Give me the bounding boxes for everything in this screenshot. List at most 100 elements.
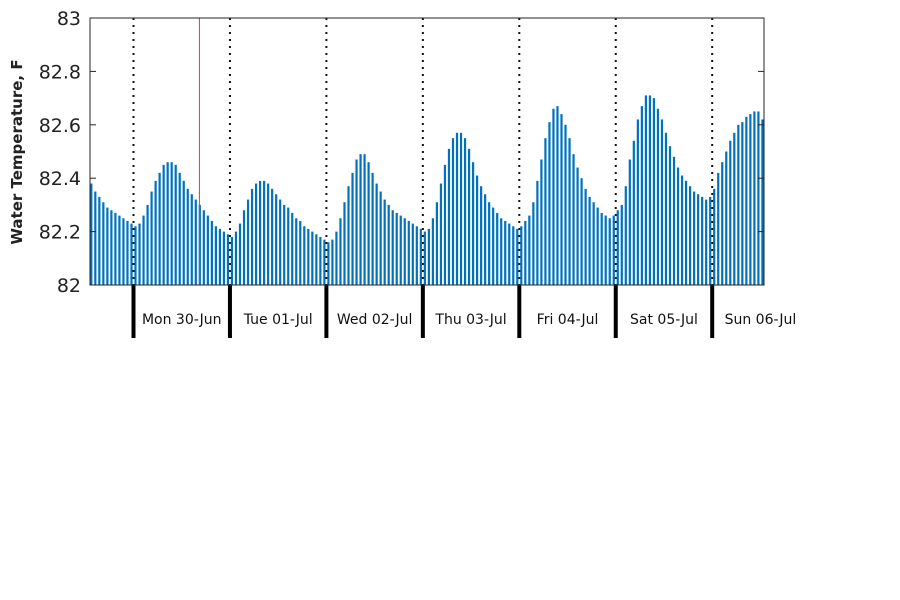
- temperature-bar: [672, 156, 676, 285]
- temperature-bar: [749, 114, 752, 286]
- temperature-bar: [463, 138, 467, 285]
- temperature-bar: [431, 218, 434, 285]
- day-separators: [131, 18, 715, 338]
- temperature-bar: [652, 98, 656, 285]
- temperature-bar: [315, 234, 318, 285]
- temperature-bar: [588, 196, 591, 285]
- temperature-bar: [214, 226, 217, 285]
- temperature-bar: [118, 215, 121, 285]
- temperature-bar: [206, 215, 209, 285]
- temperature-bar: [572, 154, 575, 285]
- temperature-bar: [439, 183, 443, 285]
- temperature-bar: [596, 207, 599, 285]
- temperature-bar: [395, 212, 398, 285]
- temperature-bar: [717, 172, 720, 285]
- temperature-bar: [524, 220, 527, 285]
- temperature-bar: [178, 172, 181, 285]
- temperature-bar: [600, 212, 603, 285]
- temperature-bar: [375, 183, 378, 285]
- temperature-bar: [403, 218, 406, 285]
- temperature-bar: [616, 210, 619, 285]
- temperature-bar: [267, 183, 270, 285]
- temperature-bar: [114, 212, 117, 285]
- temperature-bar: [536, 180, 539, 285]
- temperature-bar: [355, 159, 358, 285]
- temperature-bar: [307, 228, 310, 285]
- temperature-bar: [122, 218, 125, 285]
- temperature-bar: [576, 167, 579, 285]
- temperature-bar: [387, 204, 390, 285]
- temperature-bar: [234, 231, 238, 285]
- temperature-bar: [295, 218, 298, 285]
- temperature-bar: [419, 228, 422, 285]
- temperature-bar: [323, 239, 326, 285]
- temperature-bar: [540, 159, 543, 285]
- temperature-bar: [580, 178, 583, 285]
- temperature-bar: [737, 124, 740, 285]
- temperature-bar: [504, 220, 507, 285]
- day-label: Thu 03-Jul: [434, 312, 506, 328]
- plot-frame: [89, 17, 765, 286]
- temperature-bar: [500, 218, 503, 285]
- temperature-bar: [568, 138, 571, 285]
- temperature-bar: [648, 95, 652, 286]
- temperature-bar: [291, 212, 294, 285]
- temperature-bar: [676, 167, 680, 285]
- temperature-bar: [476, 175, 479, 285]
- bars-layer: [90, 95, 764, 286]
- temperature-bar: [624, 186, 627, 285]
- temperature-bar: [656, 108, 660, 285]
- y-tick-label: 82.4: [39, 168, 81, 190]
- temperature-bar: [721, 162, 724, 285]
- temperature-bar: [250, 188, 254, 285]
- temperature-bar: [230, 236, 234, 285]
- temperature-bar: [174, 164, 177, 285]
- temperature-bar: [190, 194, 193, 285]
- temperature-bar: [222, 231, 226, 285]
- temperature-bar: [303, 226, 306, 285]
- temperature-bar: [134, 226, 137, 285]
- temperature-bar: [371, 172, 374, 285]
- temperature-bar: [488, 202, 491, 285]
- temperature-bar: [311, 231, 314, 285]
- temperature-bar: [351, 172, 354, 285]
- temperature-bar: [166, 162, 169, 285]
- day-label: Sun 06-Jul: [725, 312, 797, 328]
- temperature-bar: [604, 215, 607, 285]
- temperature-bar: [279, 199, 282, 285]
- temperature-bar: [319, 236, 322, 285]
- temperature-bar: [138, 223, 141, 285]
- temperature-bar: [411, 223, 414, 285]
- temperature-bar: [146, 204, 149, 285]
- temperature-bar: [548, 122, 551, 285]
- temperature-bar: [142, 215, 145, 285]
- temperature-bar: [415, 226, 418, 285]
- temperature-bar: [644, 95, 647, 286]
- temperature-bar: [347, 186, 350, 285]
- temperature-bar: [640, 106, 643, 285]
- temperature-bar: [238, 223, 242, 285]
- temperature-bar: [713, 188, 716, 285]
- temperature-bar: [154, 180, 157, 285]
- temperature-bar: [102, 202, 105, 285]
- temperature-bar: [399, 215, 402, 285]
- temperature-bar: [556, 106, 559, 285]
- day-label: Mon 30-Jun: [142, 312, 222, 328]
- temperature-bar: [552, 108, 555, 285]
- temperature-bar: [684, 180, 688, 285]
- temperature-bar: [210, 220, 213, 285]
- day-label: Sat 05-Jul: [630, 312, 698, 328]
- day-label: Fri 04-Jul: [537, 312, 599, 328]
- temperature-bar: [98, 196, 101, 285]
- temperature-bar: [455, 132, 459, 285]
- temperature-bar: [459, 132, 463, 285]
- temperature-bar: [508, 223, 511, 285]
- temperature-bar: [688, 186, 692, 285]
- temperature-bar: [757, 111, 760, 285]
- temperature-bar: [560, 114, 563, 286]
- temperature-bar: [435, 202, 439, 285]
- temperature-bar: [383, 199, 386, 285]
- y-tick-label: 82: [57, 275, 81, 297]
- temperature-bar: [709, 196, 712, 285]
